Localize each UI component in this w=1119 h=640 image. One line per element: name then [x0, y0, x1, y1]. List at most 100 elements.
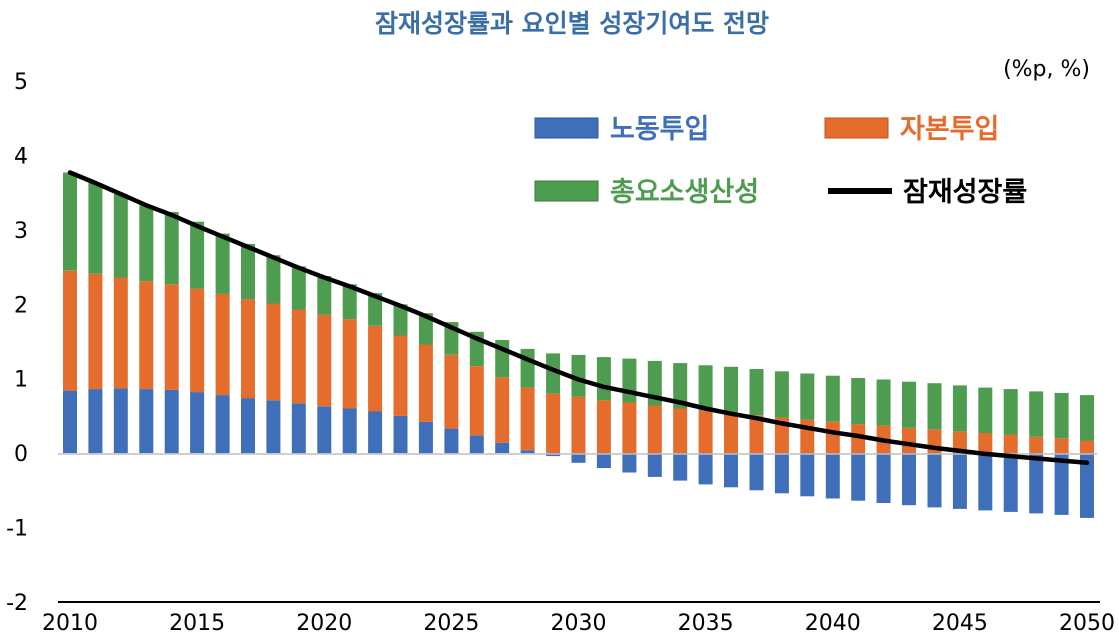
bar-segment-tfp: [596, 357, 611, 401]
bar-segment-tfp: [571, 354, 586, 397]
x-tick-label: 2035: [678, 611, 734, 636]
bar-segment-tfp: [774, 371, 789, 418]
bar-segment-tfp: [139, 205, 154, 282]
bars-group: [63, 172, 1094, 518]
bar-segment-labor: [952, 453, 967, 509]
bar-segment-labor: [851, 453, 866, 501]
bar-segment-capital: [596, 400, 611, 454]
bar-segment-capital: [1054, 438, 1069, 454]
bar-segment-capital: [647, 405, 662, 454]
bar-segment-capital: [63, 270, 77, 391]
bar-segment-labor: [368, 411, 383, 454]
bar-segment-capital: [342, 319, 357, 409]
bar-segment-tfp: [902, 381, 916, 428]
bar-segment-labor: [876, 453, 891, 503]
bar-segment-tfp: [698, 365, 713, 411]
x-tick-label: 2015: [169, 611, 225, 636]
bar-segment-tfp: [418, 313, 433, 345]
bar-segment-labor: [469, 435, 484, 454]
bar-segment-tfp: [800, 373, 815, 420]
bar-segment-tfp: [927, 383, 942, 430]
bar-segment-capital: [622, 402, 637, 454]
x-axis-labels: 2010 2015 2020 2025 2030 2035 2040 2045 2050: [42, 611, 1115, 636]
bar-segment-labor: [63, 390, 77, 454]
y-tick-label: 3: [14, 219, 28, 244]
legend-label-tfp: 총요소생산성: [610, 177, 759, 208]
bar-segment-tfp: [393, 304, 408, 336]
bar-segment-capital: [825, 421, 840, 454]
bar-segment-tfp: [368, 293, 383, 326]
legend-swatch-capital: [824, 117, 889, 139]
bar-segment-labor: [342, 408, 357, 454]
legend-swatch-tfp: [534, 180, 599, 202]
bar-segment-capital: [902, 427, 916, 454]
bar-segment-labor: [291, 403, 306, 454]
bar-segment-capital: [520, 387, 535, 451]
bar-segment-capital: [241, 299, 255, 399]
y-tick-label: 1: [14, 368, 28, 393]
bar-segment-capital: [113, 277, 128, 389]
bar-segment-labor: [215, 395, 230, 454]
bar-segment-capital: [368, 325, 383, 412]
bar-segment-tfp: [241, 244, 255, 300]
bar-segment-tfp: [724, 366, 738, 413]
bar-segment-capital: [418, 344, 433, 422]
bar-segment-labor: [825, 453, 840, 499]
bar-segment-tfp: [1029, 391, 1044, 437]
legend-swatch-labor: [534, 117, 599, 139]
x-tick-label: 2010: [42, 611, 98, 636]
bar-segment-labor: [1003, 453, 1018, 512]
bar-segment-capital: [1029, 436, 1044, 454]
bar-segment-labor: [927, 453, 942, 508]
bar-segment-labor: [1029, 453, 1044, 514]
bar-segment-labor: [774, 453, 789, 494]
y-tick-label: 5: [14, 70, 28, 95]
bar-segment-labor: [418, 421, 433, 454]
bar-segment-capital: [724, 413, 738, 454]
x-tick-label: 2030: [551, 611, 607, 636]
bar-segment-capital: [774, 417, 789, 454]
bar-segment-labor: [520, 450, 535, 454]
bar-segment-tfp: [342, 284, 357, 320]
bar-segment-capital: [546, 393, 561, 454]
potential-growth-line: [67, 170, 1090, 466]
bar-segment-tfp: [317, 276, 332, 315]
bar-segment-capital: [393, 335, 408, 416]
x-tick-label: 2045: [932, 611, 988, 636]
bar-segment-labor: [571, 453, 586, 463]
bar-segment-tfp: [113, 194, 128, 278]
bar-segment-capital: [673, 408, 688, 454]
bar-segment-tfp: [851, 378, 866, 425]
bar-segment-capital: [291, 309, 306, 404]
bar-segment-labor: [673, 453, 688, 481]
bar-segment-labor: [317, 406, 332, 454]
line-group: [67, 170, 1090, 466]
bar-segment-capital: [749, 415, 764, 454]
bar-segment-tfp: [215, 233, 230, 294]
bar-segment-labor: [622, 453, 637, 473]
bar-segment-tfp: [876, 379, 891, 426]
bar-segment-labor: [495, 442, 510, 454]
x-tick-label: 2025: [423, 611, 479, 636]
legend-label-labor: 노동투입: [610, 114, 709, 145]
bar-segment-labor: [800, 453, 815, 497]
bar-segment-labor: [749, 453, 764, 491]
bar-segment-tfp: [546, 353, 561, 394]
bar-segment-capital: [800, 419, 815, 454]
bar-segment-labor: [1080, 453, 1094, 518]
x-tick-label: 2020: [296, 611, 352, 636]
bar-segment-capital: [698, 410, 713, 454]
legend-label-capital: 자본투입: [900, 114, 999, 145]
bar-segment-labor: [241, 398, 255, 454]
bar-segment-capital: [215, 293, 230, 396]
x-tick-label: 2050: [1059, 611, 1115, 636]
bar-segment-capital: [851, 424, 866, 454]
y-tick-label: 2: [14, 293, 28, 318]
bar-segment-labor: [596, 453, 611, 468]
bar-segment-capital: [1003, 434, 1018, 454]
bar-segment-capital: [469, 366, 484, 436]
bar-segment-labor: [113, 388, 128, 454]
bar-segment-labor: [393, 415, 408, 454]
x-tick-label: 2040: [805, 611, 861, 636]
